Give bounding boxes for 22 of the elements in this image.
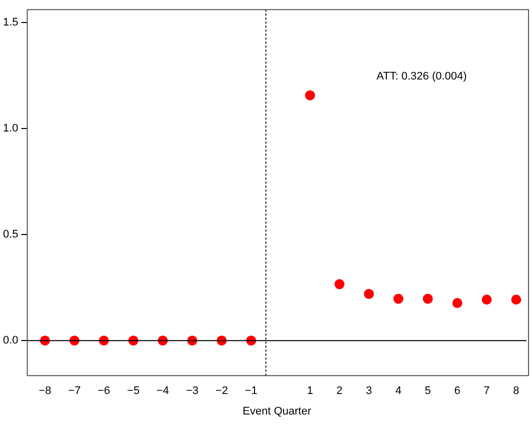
x-tick-label: 2 bbox=[336, 385, 343, 398]
annotation: ATT: 0.326 (0.004) bbox=[376, 70, 467, 83]
y-tick-label: 1.5 bbox=[2, 16, 18, 28]
x-tick-label: −5 bbox=[127, 385, 140, 398]
x-tick-label: −8 bbox=[38, 385, 52, 398]
y-tick-label: 0.0 bbox=[2, 334, 18, 347]
x-axis-title: Event Quarter bbox=[242, 405, 312, 418]
x-tick-label: −1 bbox=[244, 385, 258, 398]
x-tick-label: 4 bbox=[395, 385, 402, 398]
x-tick-label: 6 bbox=[454, 385, 460, 398]
x-tick-label: −6 bbox=[98, 385, 110, 398]
x-tick-label: −7 bbox=[68, 385, 81, 398]
x-tick-label: 7 bbox=[484, 385, 490, 398]
x-tick-label: 3 bbox=[366, 385, 372, 398]
x-tick-label: 8 bbox=[513, 385, 520, 398]
x-tick-label: −2 bbox=[215, 385, 228, 398]
y-tick-label: 0.5 bbox=[2, 228, 18, 241]
x-tick-label: 1 bbox=[306, 385, 314, 398]
y-tick-label: 1.0 bbox=[2, 122, 18, 134]
x-tick-label: −3 bbox=[186, 385, 198, 398]
x-tick-label: −4 bbox=[156, 385, 170, 398]
x-tick-label: 5 bbox=[424, 385, 431, 398]
